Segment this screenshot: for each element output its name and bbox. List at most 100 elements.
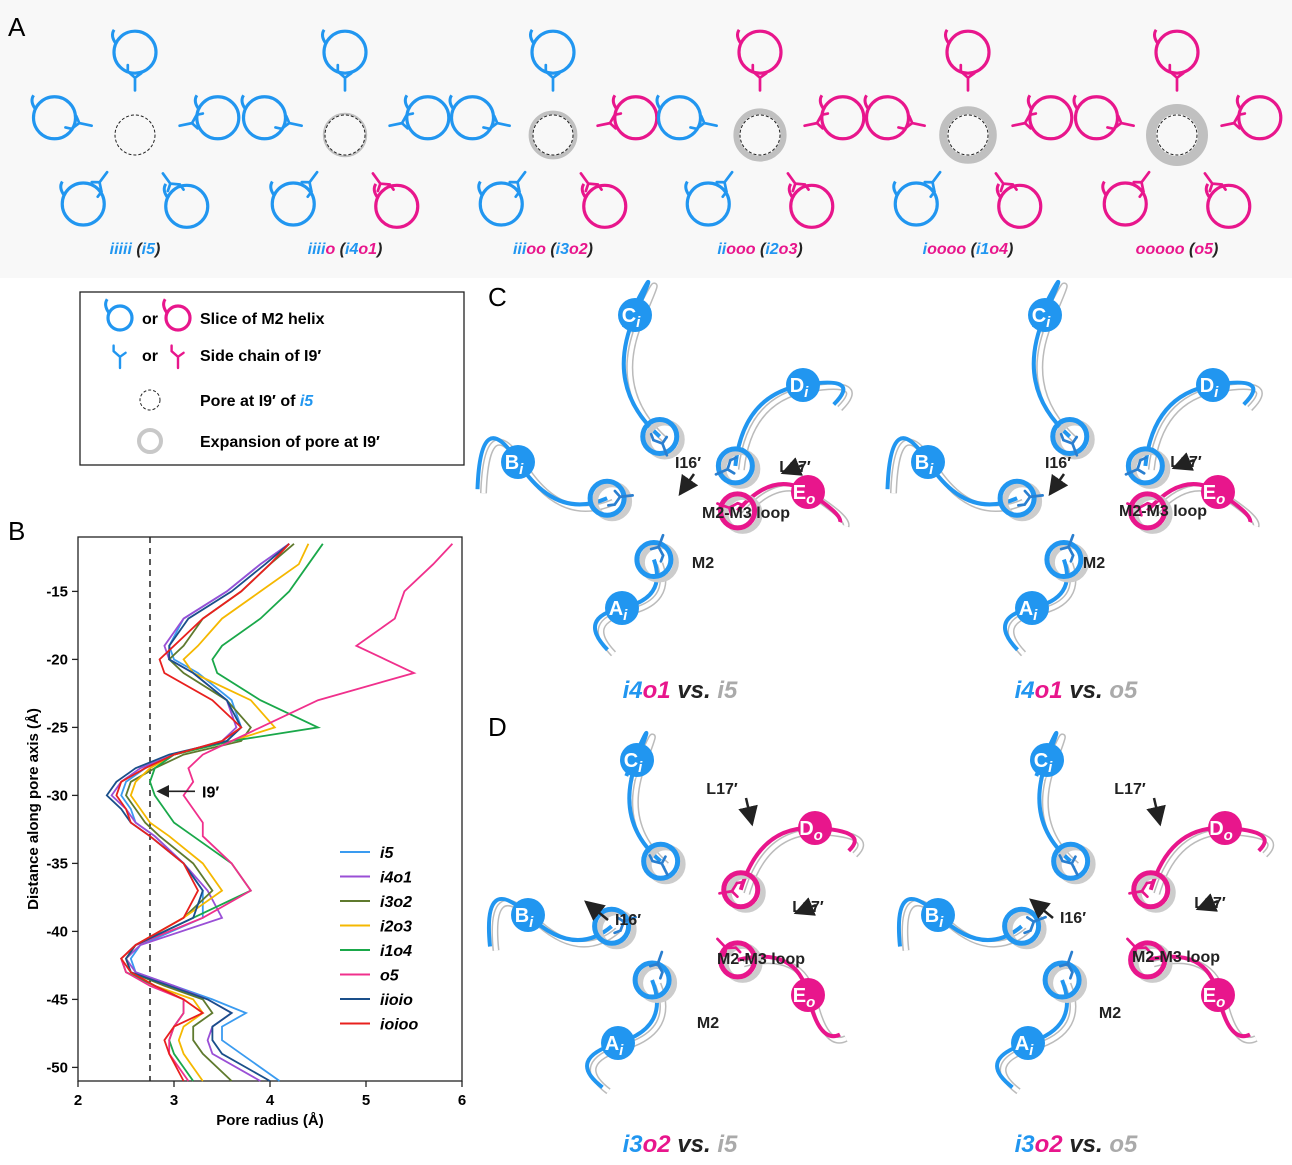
legend-label: i4o1 (380, 870, 412, 887)
y-tick-label: -45 (46, 991, 68, 1008)
legend-or: or (142, 348, 158, 365)
annotation: I16′ (615, 912, 641, 929)
label: ooooo (o5) (1136, 241, 1219, 258)
legend-label: i1o4 (380, 943, 412, 960)
legend-text: Side chain of I9′ (200, 348, 321, 365)
label-part: ) (586, 241, 593, 258)
x-axis-label: Pore radius (Å) (216, 1112, 324, 1129)
label-part: i2 (765, 241, 778, 258)
label: iiiii (i5) (110, 241, 161, 258)
subunit-letter: B (505, 452, 519, 474)
annotation: M2 (1099, 1005, 1121, 1022)
series-line (121, 544, 323, 1081)
panel-label: A (8, 12, 26, 42)
subunit-letter: C (624, 750, 638, 772)
label: i3o2 vs. o5 (1015, 1131, 1138, 1158)
label-part: vs. (671, 1131, 718, 1158)
series-line (121, 544, 289, 1081)
subunit-letter: D (1200, 375, 1214, 397)
subunit-letter: E (793, 985, 806, 1007)
legend-label: i3o2 (380, 894, 412, 911)
y-tick-label: -50 (46, 1059, 68, 1076)
subunit-sub: o (806, 994, 815, 1011)
annotation: L17′ (706, 781, 738, 798)
annotation: I16′ (1060, 910, 1086, 927)
label-part: ) (153, 241, 160, 258)
annotation: I9′ (202, 784, 219, 801)
label-part: o2 (1035, 1131, 1064, 1158)
label-part: vs. (671, 677, 718, 704)
legend-text: Expansion of pore at I9′ (200, 434, 380, 451)
annotation: L17′ (1114, 781, 1146, 798)
label-part: i3 (1015, 1131, 1036, 1158)
arrow (746, 798, 752, 824)
legend-text-part: Pore at I9′ of (200, 393, 300, 410)
label-part: o2 (643, 1131, 672, 1158)
label-part: o (325, 241, 335, 258)
x-tick-label: 4 (266, 1092, 275, 1109)
figure: ABCDiiiii (i5)iiiio (i4o1)iiioo (i3o2)ii… (0, 0, 1292, 1160)
label-part: i1 (976, 241, 989, 258)
label-part: ) (1006, 241, 1013, 258)
subunit-letter: A (1019, 598, 1033, 620)
label-part: ooooo (1136, 241, 1185, 258)
y-tick-label: -25 (46, 719, 68, 736)
annotation: I16′ (675, 455, 701, 472)
subunit-letter: B (515, 905, 529, 927)
subunit-letter: E (1203, 985, 1216, 1007)
label-part: o5 (1109, 677, 1138, 704)
annotation: M2-M3 loop (1119, 503, 1207, 520)
panel-label: D (488, 712, 507, 742)
legend-label: i5 (380, 845, 394, 862)
label-part: iiii (308, 241, 326, 258)
subunit-letter: E (1203, 482, 1216, 504)
x-tick-label: 6 (458, 1092, 466, 1109)
subunit-letter: C (1032, 305, 1046, 327)
label-part: iiiii (110, 241, 133, 258)
label-part: o2 (569, 241, 588, 258)
subunit-letter: D (790, 375, 804, 397)
legend-label: o5 (380, 968, 400, 985)
label: iiiio (i4o1) (308, 241, 383, 258)
label: i4o1 vs. o5 (1015, 677, 1138, 704)
label-part: i4 (623, 677, 643, 704)
label-part: iii (513, 241, 527, 258)
subunit-sub: o (806, 491, 815, 508)
annotation: M2 (692, 555, 714, 572)
subunit-letter: D (1209, 818, 1223, 840)
y-tick-label: -40 (46, 923, 68, 940)
ribbon (888, 438, 1018, 504)
subunit-letter: D (799, 818, 813, 840)
label-part: vs. (1063, 677, 1110, 704)
label-part: o5 (1194, 241, 1214, 258)
label-part: oo (526, 241, 546, 258)
annotation: M2 (1083, 555, 1105, 572)
annotation: M2-M3 loop (1132, 949, 1220, 966)
subunit-letter: C (622, 305, 636, 327)
annotation: M2-M3 loop (717, 951, 805, 968)
panel-label: B (8, 516, 25, 546)
label-part: i4 (345, 241, 358, 258)
x-tick-label: 2 (74, 1092, 82, 1109)
label-part: i3 (556, 241, 569, 258)
label-part: i3 (623, 1131, 644, 1158)
label-part: o1 (643, 677, 671, 704)
subunit-sub: o (814, 827, 823, 844)
label: iiioo (i3o2) (513, 241, 593, 258)
subunit-letter: B (915, 452, 929, 474)
x-tick-label: 5 (362, 1092, 370, 1109)
y-tick-label: -20 (46, 651, 68, 668)
legend-or: or (142, 311, 158, 328)
y-axis-label: Distance along pore axis (Å) (25, 708, 42, 910)
x-tick-label: 3 (170, 1092, 178, 1109)
subunit-sub: o (1224, 827, 1233, 844)
y-tick-label: -30 (46, 787, 68, 804)
label-part: o1 (358, 241, 377, 258)
legend-label: iioio (380, 992, 413, 1009)
legend-text: Slice of M2 helix (200, 311, 325, 328)
label: i3o2 vs. i5 (623, 1131, 738, 1158)
label-part: i4 (1015, 677, 1035, 704)
label-part: oooo (927, 241, 966, 258)
subunit-letter: A (605, 1033, 619, 1055)
y-tick-label: -35 (46, 855, 68, 872)
